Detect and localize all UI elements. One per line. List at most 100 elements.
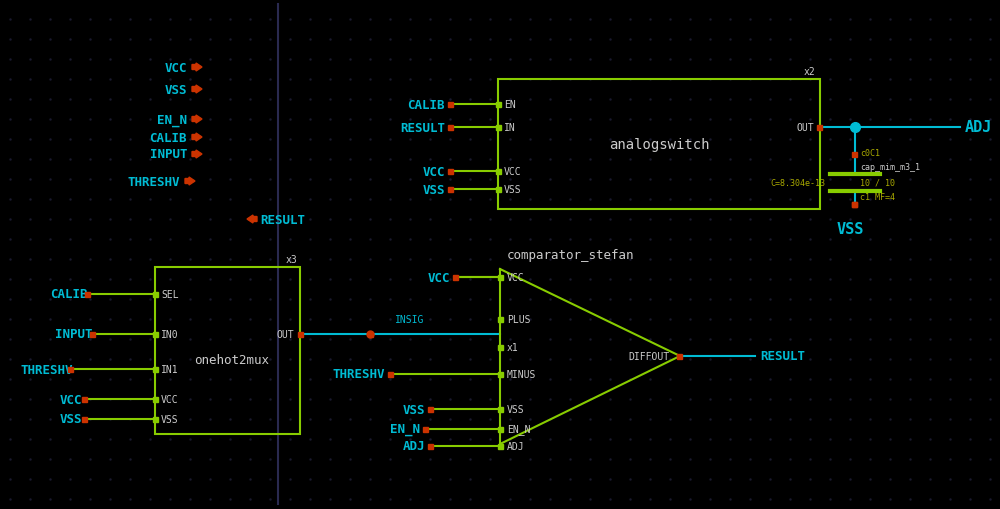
Bar bbox=[298, 332, 303, 337]
Bar bbox=[498, 427, 503, 432]
Bar bbox=[82, 397, 87, 402]
Text: onehot2mux: onehot2mux bbox=[195, 354, 270, 367]
Bar bbox=[498, 407, 503, 412]
FancyArrow shape bbox=[192, 134, 202, 142]
Bar bbox=[448, 169, 453, 174]
Text: VCC: VCC bbox=[428, 271, 450, 284]
Text: comparator_stefan: comparator_stefan bbox=[506, 248, 634, 261]
Text: RESULT: RESULT bbox=[760, 350, 805, 363]
Bar bbox=[496, 187, 501, 192]
Bar bbox=[368, 332, 373, 337]
Text: C=8.304e-13: C=8.304e-13 bbox=[770, 178, 825, 187]
Text: VSS: VSS bbox=[504, 185, 522, 194]
Text: OUT: OUT bbox=[796, 123, 814, 133]
Text: x1: x1 bbox=[507, 343, 519, 352]
Bar bbox=[852, 202, 857, 207]
Bar bbox=[68, 367, 73, 372]
FancyArrow shape bbox=[192, 64, 202, 72]
Bar bbox=[496, 169, 501, 174]
Text: EN_N: EN_N bbox=[390, 422, 420, 436]
Text: VSS: VSS bbox=[60, 413, 83, 426]
Text: SEL: SEL bbox=[161, 290, 179, 299]
Text: OUT: OUT bbox=[276, 329, 294, 340]
Text: VCC: VCC bbox=[165, 62, 187, 74]
Text: 10 / 10: 10 / 10 bbox=[860, 178, 895, 187]
Text: RESULT: RESULT bbox=[400, 121, 445, 134]
Text: CALIB: CALIB bbox=[150, 131, 187, 144]
Bar bbox=[498, 317, 503, 322]
Bar bbox=[496, 125, 501, 130]
Text: EN_N: EN_N bbox=[507, 423, 530, 435]
Bar bbox=[428, 407, 433, 412]
Text: ADJ: ADJ bbox=[507, 441, 525, 451]
FancyArrow shape bbox=[192, 151, 202, 159]
Text: VSS: VSS bbox=[403, 403, 425, 416]
Bar bbox=[852, 202, 857, 207]
Text: VCC: VCC bbox=[161, 394, 179, 404]
Bar bbox=[90, 332, 95, 337]
Text: VSS: VSS bbox=[836, 222, 864, 237]
Bar bbox=[452, 275, 458, 280]
Bar bbox=[817, 125, 822, 130]
Bar bbox=[153, 292, 158, 297]
Text: ADJ: ADJ bbox=[965, 120, 992, 135]
Bar bbox=[498, 444, 503, 448]
Bar bbox=[448, 102, 453, 107]
Bar bbox=[423, 427, 428, 432]
Bar bbox=[153, 332, 158, 337]
Text: RESULT: RESULT bbox=[260, 213, 305, 226]
FancyArrow shape bbox=[247, 216, 257, 223]
Text: MINUS: MINUS bbox=[507, 369, 536, 379]
Text: EN: EN bbox=[504, 100, 516, 110]
Text: INPUT: INPUT bbox=[55, 328, 93, 341]
Bar bbox=[498, 345, 503, 350]
Text: CALIB: CALIB bbox=[408, 98, 445, 111]
Text: PLUS: PLUS bbox=[507, 315, 530, 324]
Bar bbox=[388, 372, 393, 377]
Bar bbox=[498, 275, 503, 280]
Text: ADJ: ADJ bbox=[403, 440, 425, 453]
Bar bbox=[498, 372, 503, 377]
Text: THRESHV: THRESHV bbox=[128, 175, 180, 188]
Text: VSS: VSS bbox=[507, 404, 525, 414]
Text: VCC: VCC bbox=[507, 272, 525, 282]
Bar bbox=[82, 417, 87, 421]
Text: VCC: VCC bbox=[423, 165, 445, 178]
Bar bbox=[496, 102, 501, 107]
Bar bbox=[428, 444, 433, 448]
Bar bbox=[153, 417, 158, 421]
Text: x3: x3 bbox=[285, 254, 297, 265]
Bar bbox=[498, 80, 820, 210]
Text: x2: x2 bbox=[803, 67, 815, 77]
Text: VSS: VSS bbox=[165, 83, 187, 96]
Text: CALIB: CALIB bbox=[50, 288, 88, 301]
Bar bbox=[155, 267, 300, 434]
Bar bbox=[448, 125, 453, 130]
FancyArrow shape bbox=[185, 178, 195, 186]
Bar bbox=[85, 292, 90, 297]
Text: INSIG: INSIG bbox=[395, 315, 425, 324]
Text: VCC: VCC bbox=[60, 393, 83, 406]
Text: c0C1: c0C1 bbox=[860, 148, 880, 157]
FancyArrow shape bbox=[192, 116, 202, 124]
Text: IN0: IN0 bbox=[161, 329, 179, 340]
Text: VSS: VSS bbox=[161, 414, 179, 424]
Text: EN_N: EN_N bbox=[157, 114, 187, 126]
Text: THRESHV: THRESHV bbox=[333, 368, 385, 381]
Bar bbox=[852, 152, 857, 157]
Text: IN1: IN1 bbox=[161, 364, 179, 374]
Bar bbox=[448, 187, 453, 192]
Bar bbox=[677, 354, 682, 359]
Text: cap_mim_m3_1: cap_mim_m3_1 bbox=[860, 162, 920, 171]
FancyArrow shape bbox=[192, 86, 202, 94]
Text: c1 MF=4: c1 MF=4 bbox=[860, 193, 895, 202]
Text: VCC: VCC bbox=[504, 166, 522, 177]
Text: DIFFOUT: DIFFOUT bbox=[629, 351, 670, 361]
Text: IN: IN bbox=[504, 123, 516, 133]
Bar bbox=[153, 367, 158, 372]
Text: analogswitch: analogswitch bbox=[609, 138, 709, 152]
Text: INPUT: INPUT bbox=[150, 148, 187, 161]
Bar bbox=[153, 397, 158, 402]
Text: THRESHV: THRESHV bbox=[20, 363, 73, 376]
Text: VSS: VSS bbox=[423, 183, 445, 196]
